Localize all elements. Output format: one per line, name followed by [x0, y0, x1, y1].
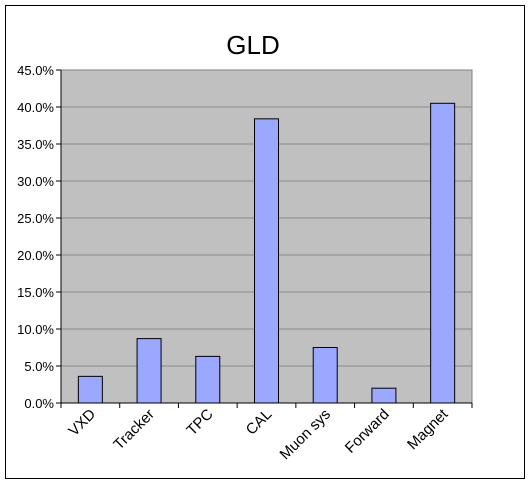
bar-tpc — [195, 355, 221, 404]
chart-title: GLD — [226, 30, 279, 60]
y-tick-label: 20.0% — [17, 248, 54, 263]
y-tick-label: 35.0% — [17, 137, 54, 152]
x-category-label: Forward — [342, 406, 393, 457]
bar-tracker — [136, 338, 162, 404]
y-tick-label: 25.0% — [17, 211, 54, 226]
y-tick-label: 40.0% — [17, 100, 54, 115]
bar-muon-sys — [312, 347, 338, 404]
x-category-label: VXD — [65, 406, 99, 440]
x-axis-labels: VXD Tracker TPC CAL Muon sys Forward Magnet — [60, 403, 473, 463]
y-axis-ticks: 0.0% 5.0% 10.0% 15.0% 20.0% 25.0% 30.0% 35.0% 40… — [17, 63, 61, 411]
y-tick-label: 10.0% — [17, 322, 54, 337]
bar-magnet — [430, 102, 456, 404]
y-tick-label: 30.0% — [17, 174, 54, 189]
x-category-label: CAL — [243, 406, 276, 439]
y-tick-label: 45.0% — [17, 63, 54, 78]
bar-forward — [371, 387, 397, 404]
bars — [77, 102, 456, 404]
y-tick-label: 5.0% — [24, 359, 54, 374]
bar-vxd — [77, 375, 103, 404]
x-category-label: Muon sys — [277, 406, 334, 463]
x-category-label: Tracker — [110, 406, 158, 454]
x-category-label: TPC — [183, 406, 216, 439]
y-tick-label: 15.0% — [17, 285, 54, 300]
x-category-label: Magnet — [404, 405, 452, 453]
y-tick-label: 0.0% — [24, 396, 54, 411]
bar-cal — [254, 118, 279, 404]
